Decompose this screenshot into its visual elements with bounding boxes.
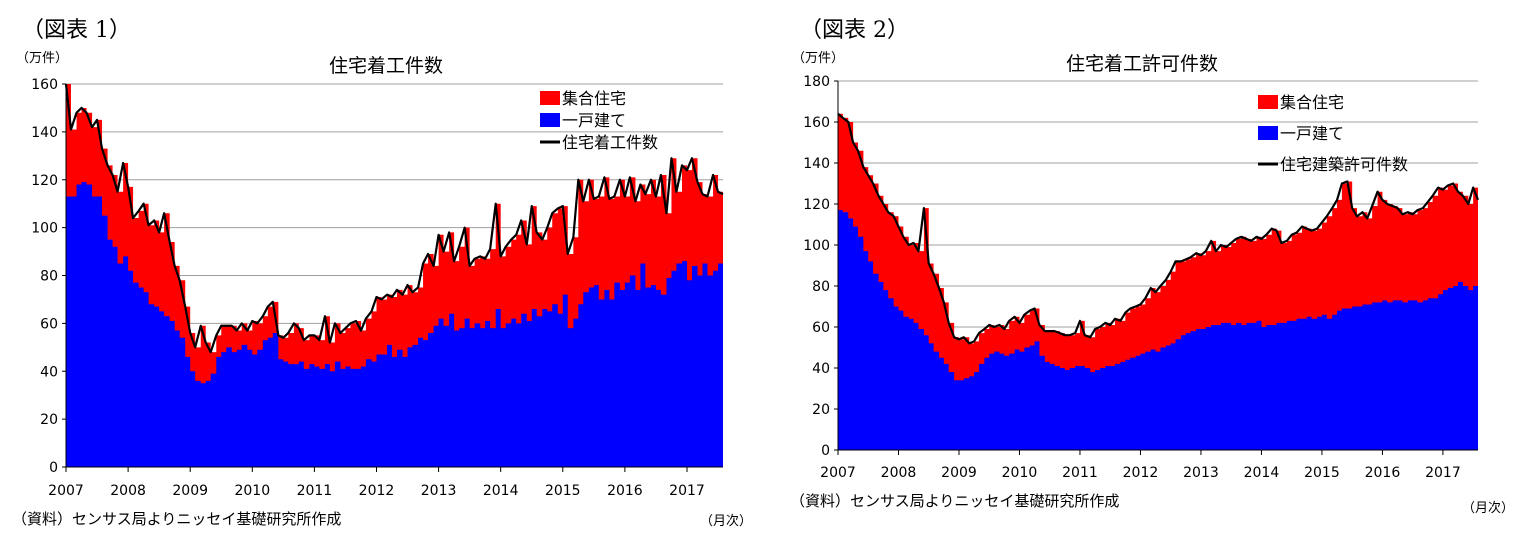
chart-title: 住宅着工許可件数 [1066,53,1218,75]
single-family-area [66,182,723,468]
x-tick-label: 2007 [820,465,856,481]
y-tick-label: 60 [40,316,58,332]
source-note-1: （資料）センサス局よりニッセイ基礎研究所作成 [12,510,342,528]
legend-swatch [540,113,560,127]
legend-label: 住宅着工件数 [562,133,658,152]
x-tick-label: 2009 [172,483,208,499]
y-tick-label: 160 [803,115,830,131]
y-tick-label: 40 [40,364,58,380]
y-tick-label: 120 [31,173,58,189]
x-tick-label: 2016 [1365,465,1401,481]
legend-label: 集合住宅 [562,89,626,108]
legend-label: 集合住宅 [1280,93,1344,112]
y-tick-label: 20 [812,402,830,418]
x-tick-label: 2008 [110,483,146,499]
y-tick-label: 0 [49,460,58,476]
x-tick-label: 2007 [48,483,84,499]
housing-starts-chart: 0 20 40 60 80 100 120 140 160 2007 2008 2009 2010 201… [16,51,724,499]
legend-label: 一戸建て [1280,124,1344,143]
legend-label: 住宅建築許可件数 [1280,155,1408,174]
x-tick-label: 2013 [1183,465,1219,481]
y-tick-label: 180 [803,74,830,90]
x-tick-label: 2011 [297,483,333,499]
y-tick-label: 20 [40,412,58,428]
x-tick-label: 2015 [545,483,581,499]
x-tick-label: 2010 [1002,465,1038,481]
x-tick-label: 2017 [1425,465,1461,481]
y-tick-label: 100 [803,238,830,254]
y-tick-label: 60 [812,320,830,336]
x-tick-label: 2008 [881,465,917,481]
y-tick-label: 0 [821,443,830,459]
x-tick-label: 2010 [234,483,270,499]
y-tick-label: 100 [31,221,58,237]
frequency-note-2: （月次） [1462,501,1515,516]
x-tick-label: 2015 [1304,465,1340,481]
total-line [64,83,724,354]
y-tick-label: 80 [812,279,830,295]
unit-label: （万件） [792,51,844,66]
y-tick-label: 120 [803,197,830,213]
legend-swatch [1258,95,1278,109]
figure-2-label: （図表 2） [800,18,909,43]
x-tick-label: 2016 [607,483,643,499]
source-note-2: （資料）センサス局よりニッセイ基礎研究所作成 [790,492,1120,510]
chart-title: 住宅着工件数 [329,55,443,77]
y-tick-label: 80 [40,269,58,285]
total-line [837,112,1480,345]
unit-label: （万件） [16,51,68,66]
y-tick-label: 160 [31,77,58,93]
x-tick-label: 2014 [1244,465,1280,481]
frequency-note-1: （月次） [700,514,753,529]
x-tick-label: 2012 [1123,465,1159,481]
x-tick-label: 2009 [941,465,977,481]
building-permits-chart: 0 20 40 60 80 100 120 140 160 180 2007 2008 2009 2010… [792,51,1480,481]
x-tick-label: 2011 [1062,465,1098,481]
y-tick-label: 140 [803,156,830,172]
legend-swatch [1258,126,1278,140]
x-tick-label: 2017 [669,483,705,499]
y-tick-label: 40 [812,361,830,377]
x-tick-label: 2014 [483,483,519,499]
x-tick-label: 2012 [359,483,395,499]
legend-label: 一戸建て [562,111,626,130]
legend-swatch [540,91,560,105]
y-tick-label: 140 [31,125,58,141]
x-tick-label: 2013 [421,483,457,499]
figure-1-label: （図表 1） [22,18,131,43]
single-family-area [838,210,1478,450]
